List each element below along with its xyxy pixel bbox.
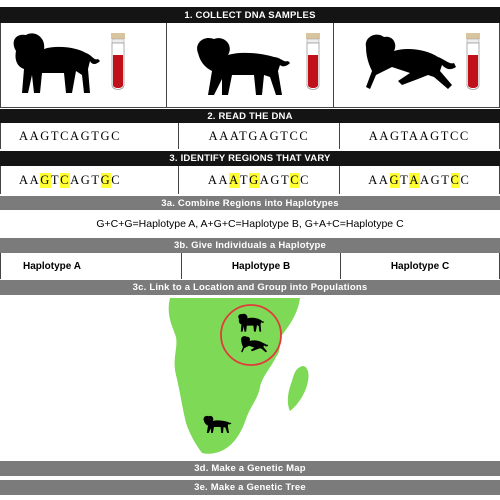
sequence-segment: C: [460, 172, 471, 187]
variable-base-highlight: G: [249, 172, 260, 188]
lion-walking-map-icon: [203, 415, 232, 433]
variable-base-highlight: A: [409, 172, 421, 188]
highlighted-sequence-1: AA G T C AGT G C: [1, 166, 180, 194]
haplotype-row: Haplotype A Haplotype B Haplotype C: [0, 253, 500, 279]
step-3a-header: 3a. Combine Regions into Haplotypes: [0, 196, 500, 210]
lion-standing-map-icon: [238, 313, 265, 332]
sample-cell-3: [334, 23, 499, 107]
haplotype-label-c: Haplotype C: [390, 260, 450, 272]
blood-tube-icon: [111, 33, 125, 90]
sequence-segment: C: [300, 172, 311, 187]
blood-tube-icon: [306, 33, 321, 90]
sequence-2: AAATGAGTCC: [179, 123, 340, 149]
sequence-segment: T: [239, 172, 250, 187]
southern-africa-landmass: [168, 298, 300, 454]
sequence-segment: AGT: [259, 172, 291, 187]
blood-tube-icon: [465, 33, 480, 90]
variable-base-highlight: G: [40, 172, 51, 188]
sequence-segment: AGT: [70, 172, 101, 187]
sequence-segment: T: [50, 172, 61, 187]
variable-base-highlight: G: [389, 172, 401, 188]
step-3d-header: 3d. Make a Genetic Map: [0, 461, 500, 476]
step-3c-header: 3c. Link to a Location and Group into Po…: [0, 280, 500, 295]
sequence-3: AAGTAAGTCC: [368, 128, 470, 143]
samples-row: [0, 23, 500, 108]
highlighted-sequence-row: AA G T C AGT G C AA A T G AGT C C AA G T A AGT C C: [0, 166, 500, 194]
sequence-segment: AA: [207, 172, 230, 187]
variable-base-highlight: C: [450, 172, 461, 188]
population-circle: [220, 304, 282, 366]
lion-leaping-icon: [365, 34, 456, 89]
lion-walking-icon: [197, 37, 291, 95]
sequence-row: AAGTCAGTGC AAATGAGTCC AAGTAAGTCC: [0, 123, 500, 149]
sequence-segment: AA: [368, 172, 390, 187]
step-3e-header: 3e. Make a Genetic Tree: [0, 480, 500, 495]
highlighted-sequence-2: AA A T G AGT C C: [179, 166, 340, 194]
sample-cell-1: [1, 23, 168, 107]
variable-base-highlight: G: [100, 172, 112, 188]
sample-cell-2: [167, 23, 334, 107]
africa-map: [168, 298, 309, 454]
variable-base-highlight: A: [229, 172, 240, 188]
lion-standing-icon: [13, 33, 100, 93]
sequence-segment: T: [400, 172, 410, 187]
step-3-header: 3. IDENTIFY REGIONS THAT VARY: [0, 151, 500, 166]
sequence-segment: AA: [19, 172, 41, 187]
haplotype-label-b: Haplotype B: [182, 253, 341, 279]
sequence-1: AAGTCAGTGC: [1, 123, 180, 149]
variable-base-highlight: C: [290, 172, 301, 188]
step-1-header: 1. COLLECT DNA SAMPLES: [0, 7, 500, 23]
haplotype-label-a: Haplotype A: [1, 253, 182, 279]
variable-base-highlight: C: [60, 172, 71, 188]
highlighted-sequence-3: AA G T A AGT C C: [340, 166, 499, 194]
haplotype-rule: G+C+G=Haplotype A, A+G+C=Haplotype B, G+…: [96, 218, 404, 230]
step-3b-header: 3b. Give Individuals a Haplotype: [0, 238, 500, 253]
step-2-header: 2. READ THE DNA: [0, 109, 500, 123]
lion-leaping-map-icon: [241, 336, 269, 353]
sequence-segment: AGT: [420, 172, 451, 187]
madagascar: [287, 365, 309, 411]
sequence-segment: C: [111, 172, 122, 187]
